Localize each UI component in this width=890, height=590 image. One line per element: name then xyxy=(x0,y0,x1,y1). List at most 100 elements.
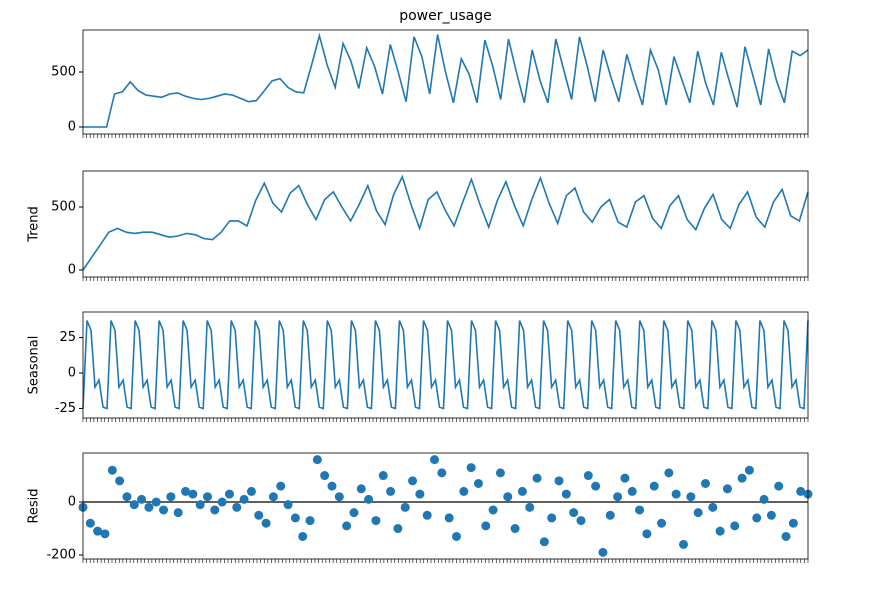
resid-point xyxy=(539,537,549,547)
resid-point xyxy=(239,494,249,504)
resid-point xyxy=(115,476,125,486)
y-tick-label: -200 xyxy=(46,548,76,563)
resid-point xyxy=(737,473,747,483)
resid-point xyxy=(290,513,300,523)
resid-point xyxy=(107,465,117,475)
resid-point xyxy=(525,502,535,512)
resid-point xyxy=(408,476,418,486)
resid-point xyxy=(261,518,271,528)
resid-point xyxy=(137,494,147,504)
resid-point xyxy=(664,468,674,478)
resid-point xyxy=(503,492,513,502)
resid-point xyxy=(430,455,440,465)
resid-point xyxy=(100,529,110,539)
resid-point xyxy=(722,484,732,494)
resid-point xyxy=(642,529,652,539)
chart-title: power_usage xyxy=(399,8,492,24)
y-tick-label: 0 xyxy=(68,119,76,134)
resid-point xyxy=(510,524,520,534)
resid-point xyxy=(671,489,681,499)
resid-point xyxy=(488,505,498,515)
resid-point xyxy=(393,524,403,534)
resid-point xyxy=(576,516,586,526)
resid-point xyxy=(210,505,220,515)
resid-point xyxy=(246,486,256,496)
resid-point xyxy=(334,492,344,502)
axes-frame xyxy=(82,29,809,135)
resid-point xyxy=(144,502,154,512)
resid-point xyxy=(752,513,762,523)
y-tick-label: 0 xyxy=(68,495,76,510)
resid-point xyxy=(781,531,791,541)
y-tick-label: -25 xyxy=(55,401,76,416)
resid-point xyxy=(327,481,337,491)
series-line xyxy=(82,174,809,271)
resid-point xyxy=(627,486,637,496)
resid-point xyxy=(371,516,381,526)
resid-point xyxy=(276,481,286,491)
resid-point xyxy=(561,489,571,499)
resid-point xyxy=(481,521,491,531)
y-tick-label: 500 xyxy=(51,64,76,79)
series-line xyxy=(83,32,809,128)
resid-point xyxy=(686,492,696,502)
resid-point xyxy=(700,478,710,488)
resid-point xyxy=(312,455,322,465)
series-line xyxy=(82,320,809,410)
resid-point xyxy=(459,486,469,496)
resid-point xyxy=(693,508,703,518)
resid-point xyxy=(583,471,593,481)
resid-point xyxy=(554,476,564,486)
resid-point xyxy=(657,518,667,528)
y-tick-label: 0 xyxy=(68,262,76,277)
resid-point xyxy=(195,500,205,510)
resid-point xyxy=(415,489,425,499)
resid-point xyxy=(342,521,352,531)
resid-point xyxy=(232,502,242,512)
resid-point xyxy=(122,492,132,502)
resid-point xyxy=(788,518,798,528)
resid-point xyxy=(437,468,447,478)
resid-point xyxy=(708,502,718,512)
resid-point xyxy=(188,489,198,499)
resid-point xyxy=(378,471,388,481)
resid-point xyxy=(569,508,579,518)
resid-point xyxy=(679,539,689,549)
resid-point xyxy=(386,486,396,496)
resid-point xyxy=(605,510,615,520)
resid-point xyxy=(268,492,278,502)
y-axis-label: Seasonal xyxy=(27,336,42,395)
resid-point xyxy=(635,505,645,515)
y-tick-label: 0 xyxy=(68,366,76,381)
axes-frame xyxy=(82,311,809,419)
resid-point xyxy=(320,471,330,481)
y-axis-label: Resid xyxy=(27,488,42,523)
resid-point xyxy=(598,547,608,557)
resid-point xyxy=(364,494,374,504)
y-axis-label: Trend xyxy=(27,206,42,243)
resid-point xyxy=(93,526,103,536)
y-tick-label: 500 xyxy=(51,200,76,215)
resid-point xyxy=(422,510,432,520)
resid-point xyxy=(202,492,212,502)
resid-point xyxy=(151,497,161,507)
y-tick-label: 25 xyxy=(59,330,76,345)
resid-point xyxy=(759,494,769,504)
resid-point xyxy=(166,492,176,502)
resid-point xyxy=(591,481,601,491)
resid-point xyxy=(129,500,139,510)
resid-point xyxy=(473,478,483,488)
resid-point xyxy=(444,513,454,523)
resid-point xyxy=(766,510,776,520)
axes-frame xyxy=(82,170,809,278)
resid-point xyxy=(451,531,461,541)
resid-point xyxy=(517,486,527,496)
resid-point xyxy=(159,505,169,515)
resid-point xyxy=(649,481,659,491)
resid-point xyxy=(774,481,784,491)
resid-point xyxy=(495,468,505,478)
resid-point xyxy=(730,521,740,531)
resid-point xyxy=(298,531,308,541)
resid-point xyxy=(466,463,476,473)
resid-point xyxy=(620,473,630,483)
